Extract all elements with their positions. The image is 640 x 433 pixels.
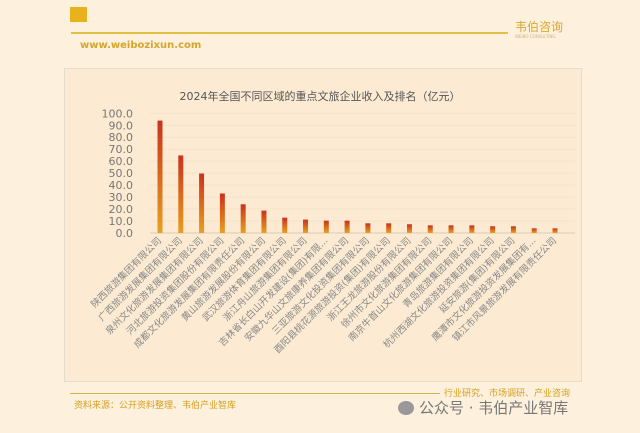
bar (261, 210, 267, 233)
y-tick-label: 90.0 (109, 119, 134, 132)
y-tick-label: 50.0 (109, 167, 134, 180)
y-tick-label: 80.0 (109, 131, 134, 144)
bar (552, 228, 558, 233)
header-divider (71, 32, 508, 34)
bar (469, 225, 475, 233)
footer-tags: 行业研究、市场调研、产业咨询 (444, 389, 571, 399)
y-tick-label: 0.0 (116, 227, 134, 240)
bar (531, 228, 537, 233)
wechat-icon (398, 400, 414, 415)
watermark: 公众号 · 韦伯产业智库 (398, 397, 568, 418)
site-url[interactable]: www.weibozixun.com (80, 40, 202, 51)
watermark-text: 公众号 · 韦伯产业智库 (419, 399, 569, 417)
chart-title: 2024年全国不同区域的重点文旅企业收入及排名（亿元） (179, 90, 461, 103)
y-tick-label: 70.0 (109, 143, 134, 156)
bar (448, 225, 454, 233)
bar (406, 224, 412, 233)
brand-subtitle: WEIBO CONSULTING (515, 34, 556, 39)
y-tick-label: 40.0 (109, 179, 134, 192)
y-tick-label: 60.0 (109, 155, 134, 168)
y-tick-label: 10.0 (109, 215, 134, 228)
bar (344, 220, 350, 233)
y-tick-label: 20.0 (109, 203, 134, 216)
y-tick-label: 30.0 (109, 191, 134, 204)
bar (303, 219, 309, 233)
source-note: 资料来源：公开资料整理、韦伯产业智库 (74, 401, 237, 411)
chart-panel (64, 68, 582, 382)
bar (157, 120, 163, 233)
bar (219, 193, 225, 233)
bar (282, 217, 288, 233)
y-tick-label: 100.0 (102, 107, 134, 120)
brand-name: 韦伯咨询 (515, 20, 564, 34)
bar (510, 226, 516, 233)
bar (178, 155, 184, 233)
bar (490, 226, 496, 233)
bar (386, 223, 392, 233)
bar (199, 173, 205, 233)
bar (427, 225, 433, 233)
footer-divider (70, 393, 440, 394)
bar (240, 204, 246, 233)
bar (365, 223, 371, 233)
logo-square (70, 7, 87, 22)
bar (323, 220, 329, 233)
